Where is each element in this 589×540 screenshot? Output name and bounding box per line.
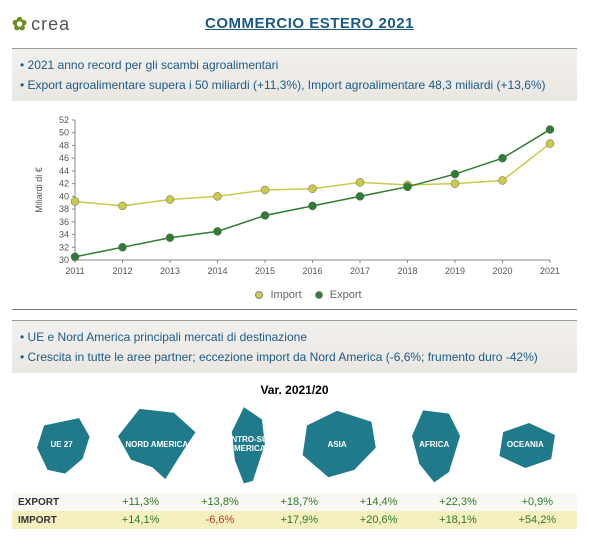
region-shape-s-america: CENTRO-SUD AMERICA xyxy=(217,403,277,485)
header: ✿ crea COMMERCIO ESTERO 2021 xyxy=(12,8,577,40)
cell: +11,3% xyxy=(101,493,180,511)
regions-table: EXPORT +11,3% +13,8% +18,7% +14,4% +22,3… xyxy=(12,493,577,529)
legend-dot-export-icon xyxy=(315,291,323,299)
svg-text:2017: 2017 xyxy=(350,266,370,276)
cell: -6,6% xyxy=(180,511,259,529)
svg-text:42: 42 xyxy=(59,179,69,189)
svg-text:2018: 2018 xyxy=(397,266,417,276)
cell: +22,3% xyxy=(418,493,497,511)
svg-text:2015: 2015 xyxy=(255,266,275,276)
legend-label-import: Import xyxy=(270,289,301,301)
cell: +0,9% xyxy=(498,493,577,511)
region-shape-asia: ASIA xyxy=(294,407,380,481)
cell: +13,8% xyxy=(180,493,259,511)
cell: +17,9% xyxy=(260,511,339,529)
bullet-text: • Export agroalimentare supera i 50 mili… xyxy=(20,75,569,95)
svg-text:2012: 2012 xyxy=(112,266,132,276)
svg-text:46: 46 xyxy=(59,153,69,163)
cell: +20,6% xyxy=(339,511,418,529)
row-label-export: EXPORT xyxy=(12,493,101,511)
svg-text:2016: 2016 xyxy=(302,266,322,276)
bullet-text: • 2021 anno record per gli scambi agroal… xyxy=(20,55,569,75)
svg-text:48: 48 xyxy=(59,140,69,150)
svg-text:32: 32 xyxy=(59,242,69,252)
logo-text: crea xyxy=(31,14,70,35)
bullet-text: • UE e Nord America principali mercati d… xyxy=(20,327,569,347)
section-divider xyxy=(12,309,577,310)
summary-box-2: • UE e Nord America principali mercati d… xyxy=(12,320,577,373)
logo-mark-icon: ✿ xyxy=(12,14,27,35)
svg-text:2021: 2021 xyxy=(540,266,560,276)
svg-text:2013: 2013 xyxy=(160,266,180,276)
svg-text:36: 36 xyxy=(59,217,69,227)
svg-text:30: 30 xyxy=(59,255,69,265)
region-shape-europe: UE 27 xyxy=(27,407,97,481)
legend-label-export: Export xyxy=(330,289,362,301)
region-shape-n-america: NORD AMERICA xyxy=(114,405,200,483)
svg-text:52: 52 xyxy=(59,115,69,125)
region-shape-oceania: OCEANIA xyxy=(488,414,562,474)
svg-text:44: 44 xyxy=(59,166,69,176)
svg-text:2014: 2014 xyxy=(207,266,227,276)
row-label-import: IMPORT xyxy=(12,511,101,529)
svg-text:38: 38 xyxy=(59,204,69,214)
svg-text:2011: 2011 xyxy=(65,266,84,276)
region-shape-africa: AFRICA xyxy=(397,404,471,484)
summary-box-1: • 2021 anno record per gli scambi agroal… xyxy=(12,48,577,101)
svg-text:50: 50 xyxy=(59,128,69,138)
table-row: EXPORT +11,3% +13,8% +18,7% +14,4% +22,3… xyxy=(12,493,577,511)
svg-text:40: 40 xyxy=(59,191,69,201)
chart-svg: 30 32 34 36 38 40 42 44 46 48 50 52 2011 2012 2013 2014… xyxy=(30,115,560,280)
bullet-text: • Crescita in tutte le aree partner; ecc… xyxy=(20,347,569,367)
trade-line-chart: 30 32 34 36 38 40 42 44 46 48 50 52 2011 2012 2013 2014… xyxy=(12,111,577,301)
legend-dot-import-icon xyxy=(255,291,263,299)
cell: +54,2% xyxy=(498,511,577,529)
cell: +18,7% xyxy=(260,493,339,511)
svg-text:Miliardi di €: Miliardi di € xyxy=(34,167,44,213)
cell: +14,1% xyxy=(101,511,180,529)
logo: ✿ crea xyxy=(12,8,102,40)
regions-header: Var. 2021/20 xyxy=(12,383,577,397)
regions-map-row: UE 27NORD AMERICA CENTRO-SUD AMERICA ASIAA… xyxy=(12,399,577,489)
chart-legend: Import Export xyxy=(30,289,577,301)
page-title: COMMERCIO ESTERO 2021 xyxy=(205,15,414,32)
svg-text:2019: 2019 xyxy=(445,266,465,276)
table-row: IMPORT +14,1% -6,6% +17,9% +20,6% +18,1%… xyxy=(12,511,577,529)
svg-text:2020: 2020 xyxy=(492,266,512,276)
cell: +18,1% xyxy=(418,511,497,529)
cell: +14,4% xyxy=(339,493,418,511)
svg-text:34: 34 xyxy=(59,230,69,240)
